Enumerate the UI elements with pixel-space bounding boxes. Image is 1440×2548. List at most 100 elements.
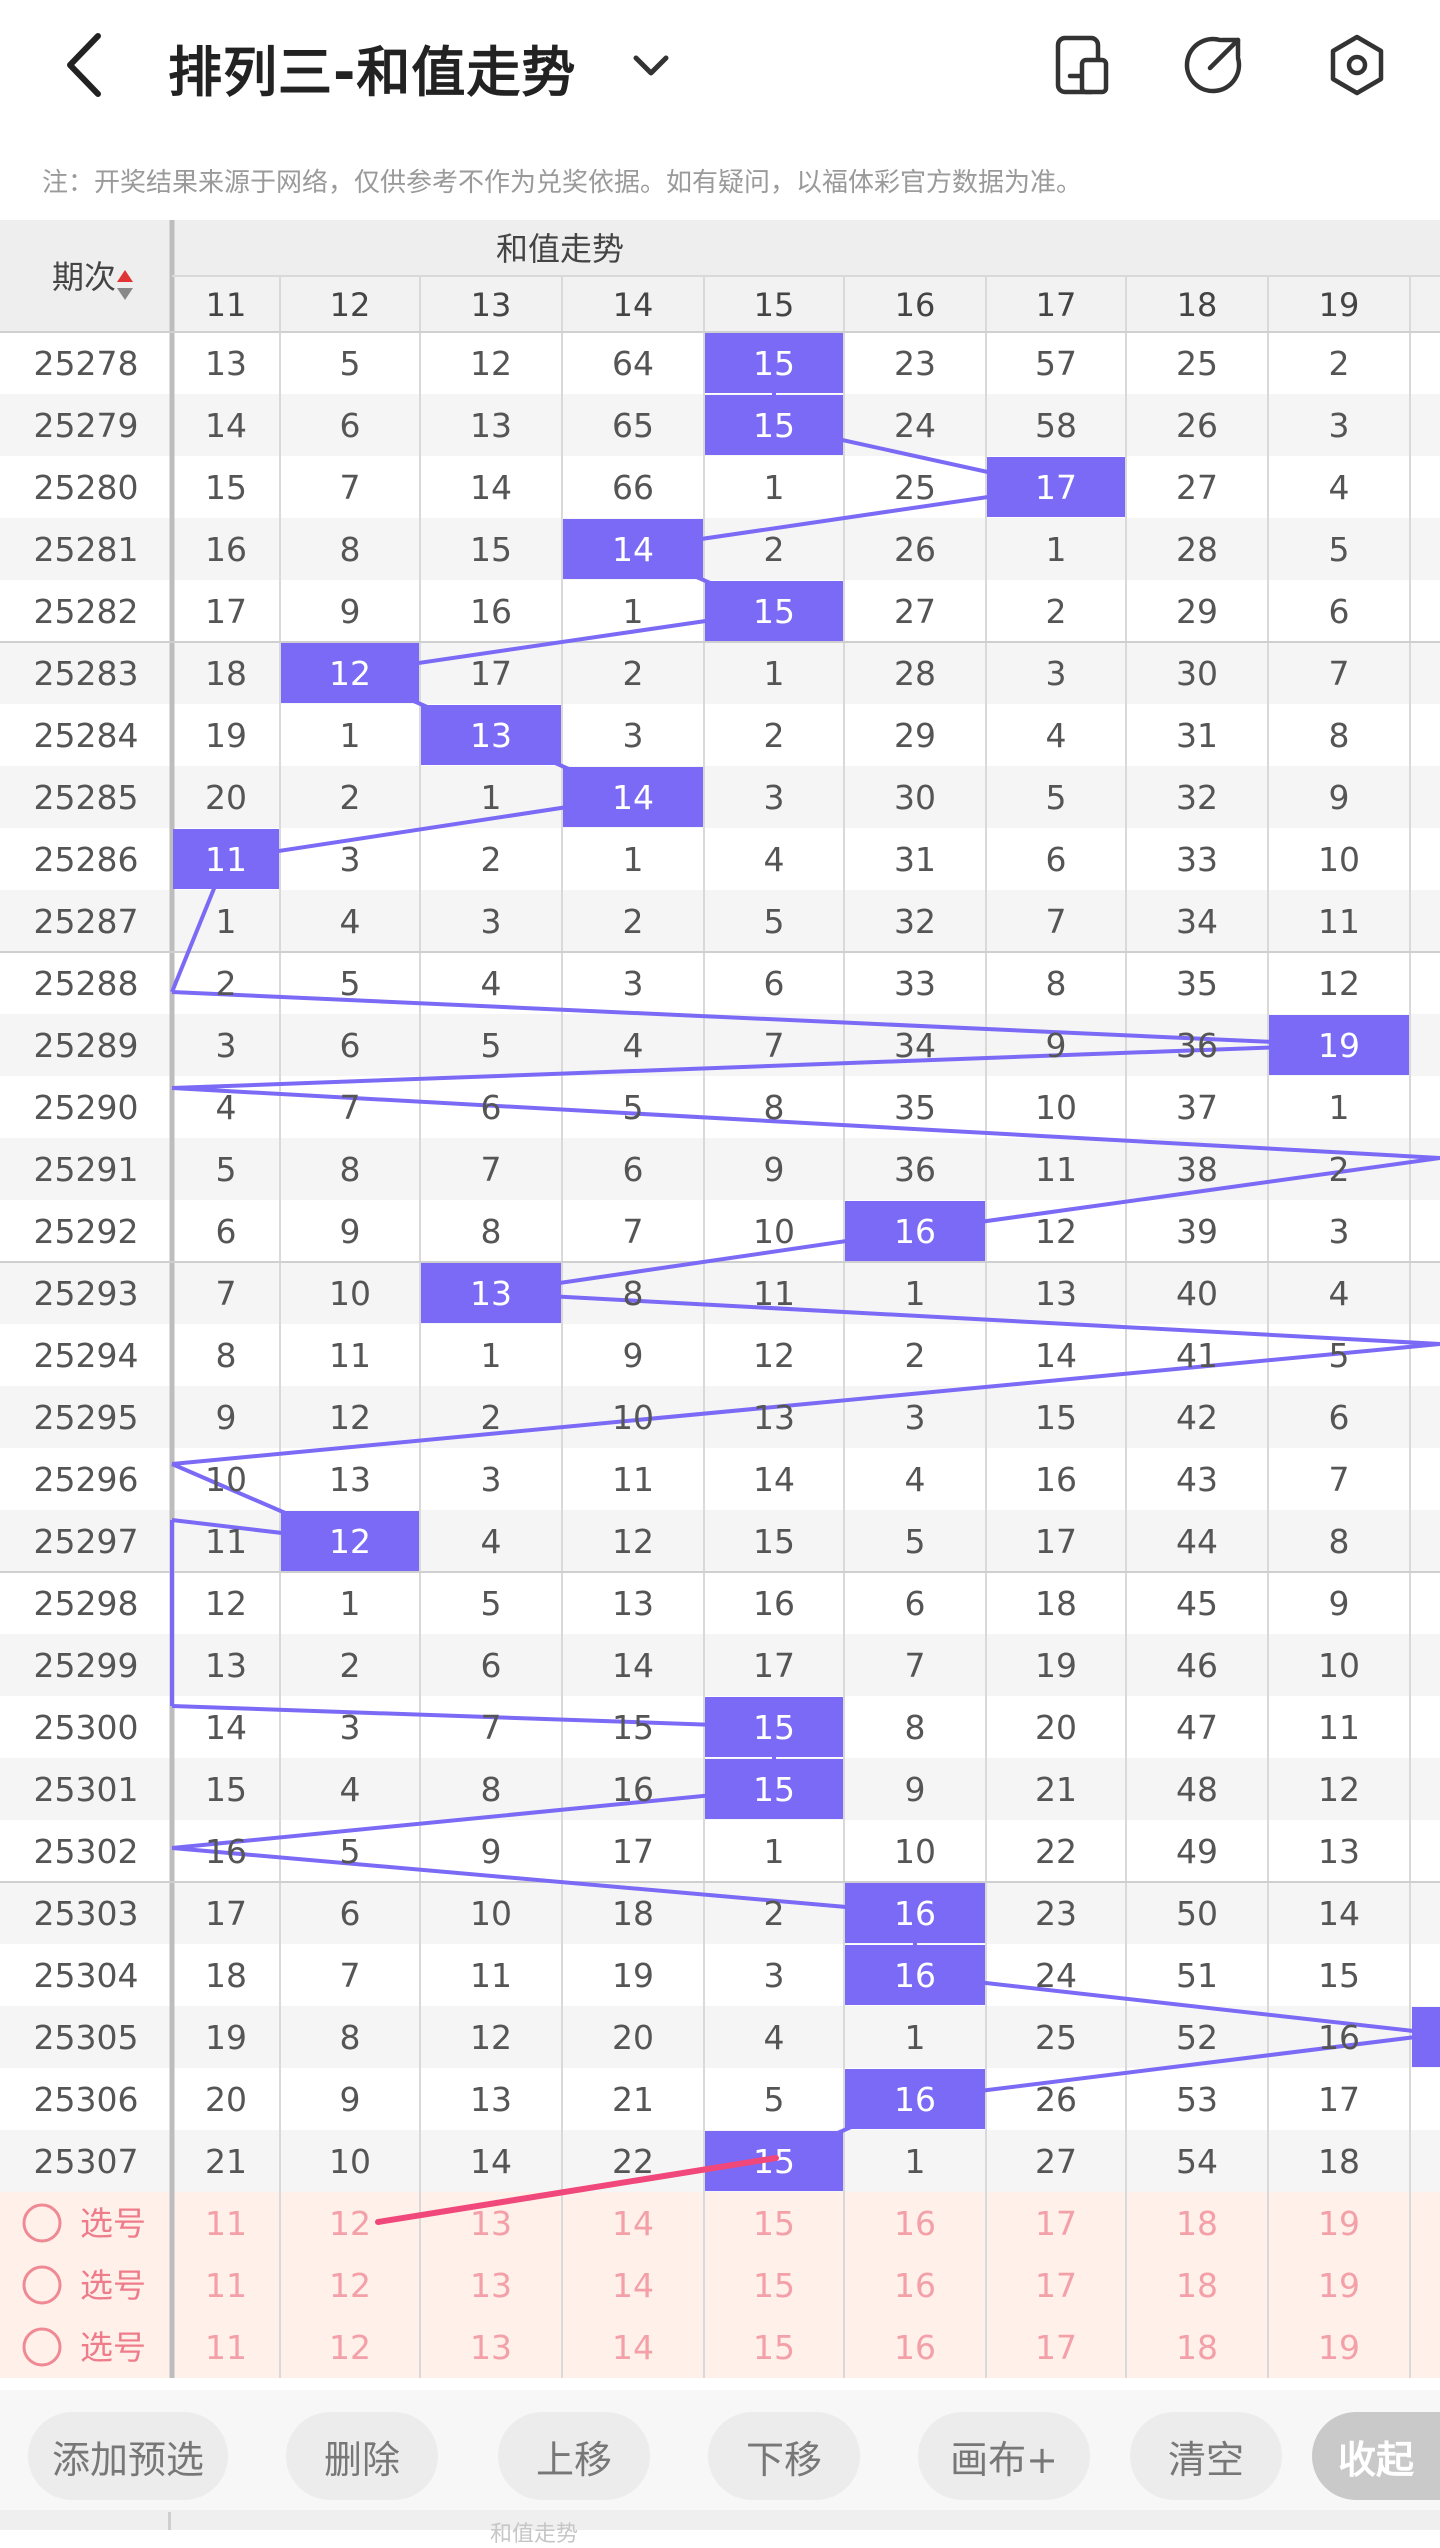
cell-value: 3	[905, 1398, 926, 1437]
pick-number[interactable]: 12	[329, 2204, 371, 2243]
cell-value: 28	[894, 654, 936, 693]
pick-number[interactable]: 11	[205, 2204, 247, 2243]
cell-value: 8	[1329, 1522, 1350, 1561]
cell-value: 22	[1035, 1832, 1077, 1871]
cell-value: 2	[340, 1646, 361, 1685]
pick-number[interactable]: 19	[1318, 2266, 1360, 2305]
pick-number[interactable]: 13	[470, 2328, 512, 2367]
bottom-toolbar: 添加预选 删除 上移 下移 画布+ 清空 收起	[0, 2390, 1440, 2510]
pick-number[interactable]: 12	[329, 2328, 371, 2367]
pick-number[interactable]: 15	[753, 2328, 795, 2367]
cell-value: 2	[623, 654, 644, 693]
pick-number[interactable]: 12	[329, 2266, 371, 2305]
cell-value: 14	[205, 406, 247, 445]
chevron-down-icon[interactable]	[628, 42, 674, 88]
cell-value: 3	[340, 840, 361, 879]
cell-value: 5	[1329, 530, 1350, 569]
period-cell: 25300	[34, 1708, 139, 1747]
pick-number[interactable]: 15	[753, 2266, 795, 2305]
trend-header: 和值走势	[496, 230, 624, 268]
add-preselect-button[interactable]: 添加预选	[28, 2412, 228, 2500]
cell-value: 9	[340, 2080, 361, 2119]
pick-number[interactable]: 16	[894, 2266, 936, 2305]
pick-number[interactable]: 14	[612, 2204, 654, 2243]
pick-radio-icon[interactable]	[22, 2265, 62, 2305]
pick-label: 选号	[80, 2204, 146, 2243]
cell-value: 4	[216, 1088, 237, 1127]
pick-number[interactable]: 14	[612, 2266, 654, 2305]
pick-radio-icon[interactable]	[22, 2203, 62, 2243]
pick-number[interactable]: 18	[1176, 2328, 1218, 2367]
trend-line	[171, 1342, 1440, 1466]
cell-value: 17	[205, 1894, 247, 1933]
canvas-plus-button[interactable]: 画布+	[918, 2412, 1090, 2500]
cell-value: 48	[1176, 1770, 1218, 1809]
pick-number[interactable]: 19	[1318, 2204, 1360, 2243]
clear-button[interactable]: 清空	[1130, 2412, 1282, 2500]
trend-line	[171, 1086, 1440, 1160]
cell-value: 10	[329, 1274, 371, 1313]
cell-value: 6	[481, 1088, 502, 1127]
cell-value: 35	[894, 1088, 936, 1127]
cell-value: 6	[216, 1212, 237, 1251]
period-cell: 25298	[34, 1584, 139, 1623]
pick-radio-icon[interactable]	[22, 2327, 62, 2367]
pick-number[interactable]: 13	[470, 2204, 512, 2243]
pick-number[interactable]: 11	[205, 2266, 247, 2305]
cell-value: 7	[905, 1646, 926, 1685]
move-down-button[interactable]: 下移	[708, 2412, 860, 2500]
cell-value: 7	[1329, 1460, 1350, 1499]
table-row	[0, 704, 1440, 766]
cell-value: 51	[1176, 1956, 1218, 1995]
cell-value: 10	[1318, 1646, 1360, 1685]
pick-number[interactable]: 18	[1176, 2266, 1218, 2305]
pick-number[interactable]: 16	[894, 2328, 936, 2367]
pick-number[interactable]: 14	[612, 2328, 654, 2367]
back-chevron-icon[interactable]	[60, 30, 110, 100]
cell-value: 8	[623, 1274, 644, 1313]
pick-label: 选号	[80, 2266, 146, 2305]
cell-value: 30	[1176, 654, 1218, 693]
cell-value: 13	[329, 1460, 371, 1499]
table-row	[0, 1200, 1440, 1262]
share-icon[interactable]	[1180, 32, 1246, 98]
pick-number[interactable]: 16	[894, 2204, 936, 2243]
pick-number[interactable]: 18	[1176, 2204, 1218, 2243]
cell-value: 28	[1176, 530, 1218, 569]
table-row	[0, 1510, 1440, 1572]
cell-value: 45	[1176, 1584, 1218, 1623]
pick-number[interactable]: 11	[205, 2328, 247, 2367]
cell-value: 16	[205, 1832, 247, 1871]
cell-value: 17	[205, 592, 247, 631]
cell-value: 66	[612, 468, 654, 507]
period-cell: 25297	[34, 1522, 139, 1561]
pick-number[interactable]: 17	[1035, 2328, 1077, 2367]
period-cell: 25278	[34, 344, 139, 383]
cell-value: 7	[481, 1708, 502, 1747]
collapse-button[interactable]: 收起	[1312, 2412, 1440, 2500]
period-cell: 25299	[34, 1646, 139, 1685]
cell-value: 4	[481, 964, 502, 1003]
cell-value: 11	[1318, 902, 1360, 941]
pick-number[interactable]: 15	[753, 2204, 795, 2243]
phone-layout-icon[interactable]	[1048, 32, 1114, 98]
hit-cell-value: 13	[470, 716, 512, 755]
delete-button[interactable]: 删除	[286, 2412, 438, 2500]
trend-line	[632, 485, 1057, 551]
pick-number[interactable]: 13	[470, 2266, 512, 2305]
pick-number[interactable]: 19	[1318, 2328, 1360, 2367]
pick-number[interactable]: 17	[1035, 2266, 1077, 2305]
cell-value: 9	[623, 1336, 644, 1375]
pick-number[interactable]: 17	[1035, 2204, 1077, 2243]
cell-value: 5	[481, 1026, 502, 1065]
move-up-button[interactable]: 上移	[498, 2412, 650, 2500]
cell-value: 10	[1318, 840, 1360, 879]
settings-hexagon-icon[interactable]	[1324, 32, 1390, 98]
cell-value: 8	[905, 1708, 926, 1747]
cell-value: 2	[1329, 344, 1350, 383]
trend-line	[914, 1973, 1440, 2036]
trend-line	[171, 990, 1340, 1047]
disclaimer-notice: 注：开奖结果来源于网络，仅供参考不作为兑奖依据。如有疑问，以福体彩官方数据为准。	[42, 168, 1083, 198]
period-cell: 25292	[34, 1212, 139, 1251]
